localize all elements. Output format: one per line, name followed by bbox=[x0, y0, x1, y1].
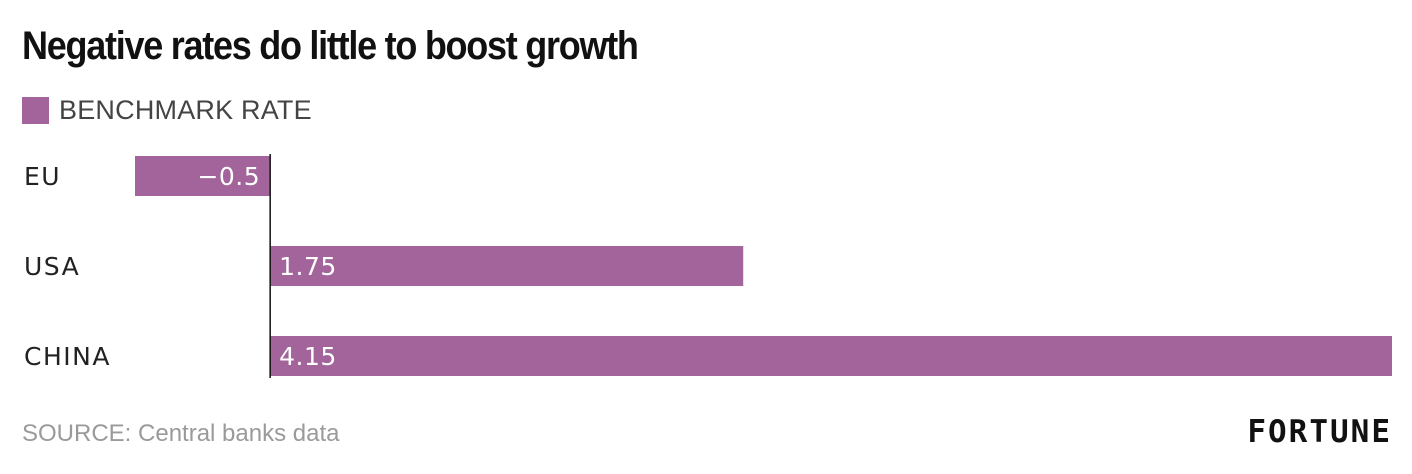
category-label-eu: EU bbox=[24, 162, 61, 191]
legend: BENCHMARK RATE bbox=[22, 94, 312, 126]
value-label-eu: −0.5 bbox=[197, 162, 260, 191]
bar-eu bbox=[135, 156, 271, 196]
chart-title: Negative rates do little to boost growth bbox=[22, 24, 639, 68]
source-note: SOURCE: Central banks data bbox=[22, 420, 340, 447]
category-label-usa: USA bbox=[24, 252, 80, 281]
category-label-china: CHINA bbox=[24, 342, 111, 371]
bar-usa bbox=[270, 246, 744, 286]
bar-china bbox=[270, 336, 1393, 376]
legend-label: BENCHMARK RATE bbox=[59, 94, 312, 125]
legend-swatch bbox=[22, 96, 49, 124]
value-label-usa: 1.75 bbox=[279, 252, 337, 281]
value-label-china: 4.15 bbox=[279, 342, 337, 371]
brand-logo: FORTUNE bbox=[1247, 414, 1392, 450]
